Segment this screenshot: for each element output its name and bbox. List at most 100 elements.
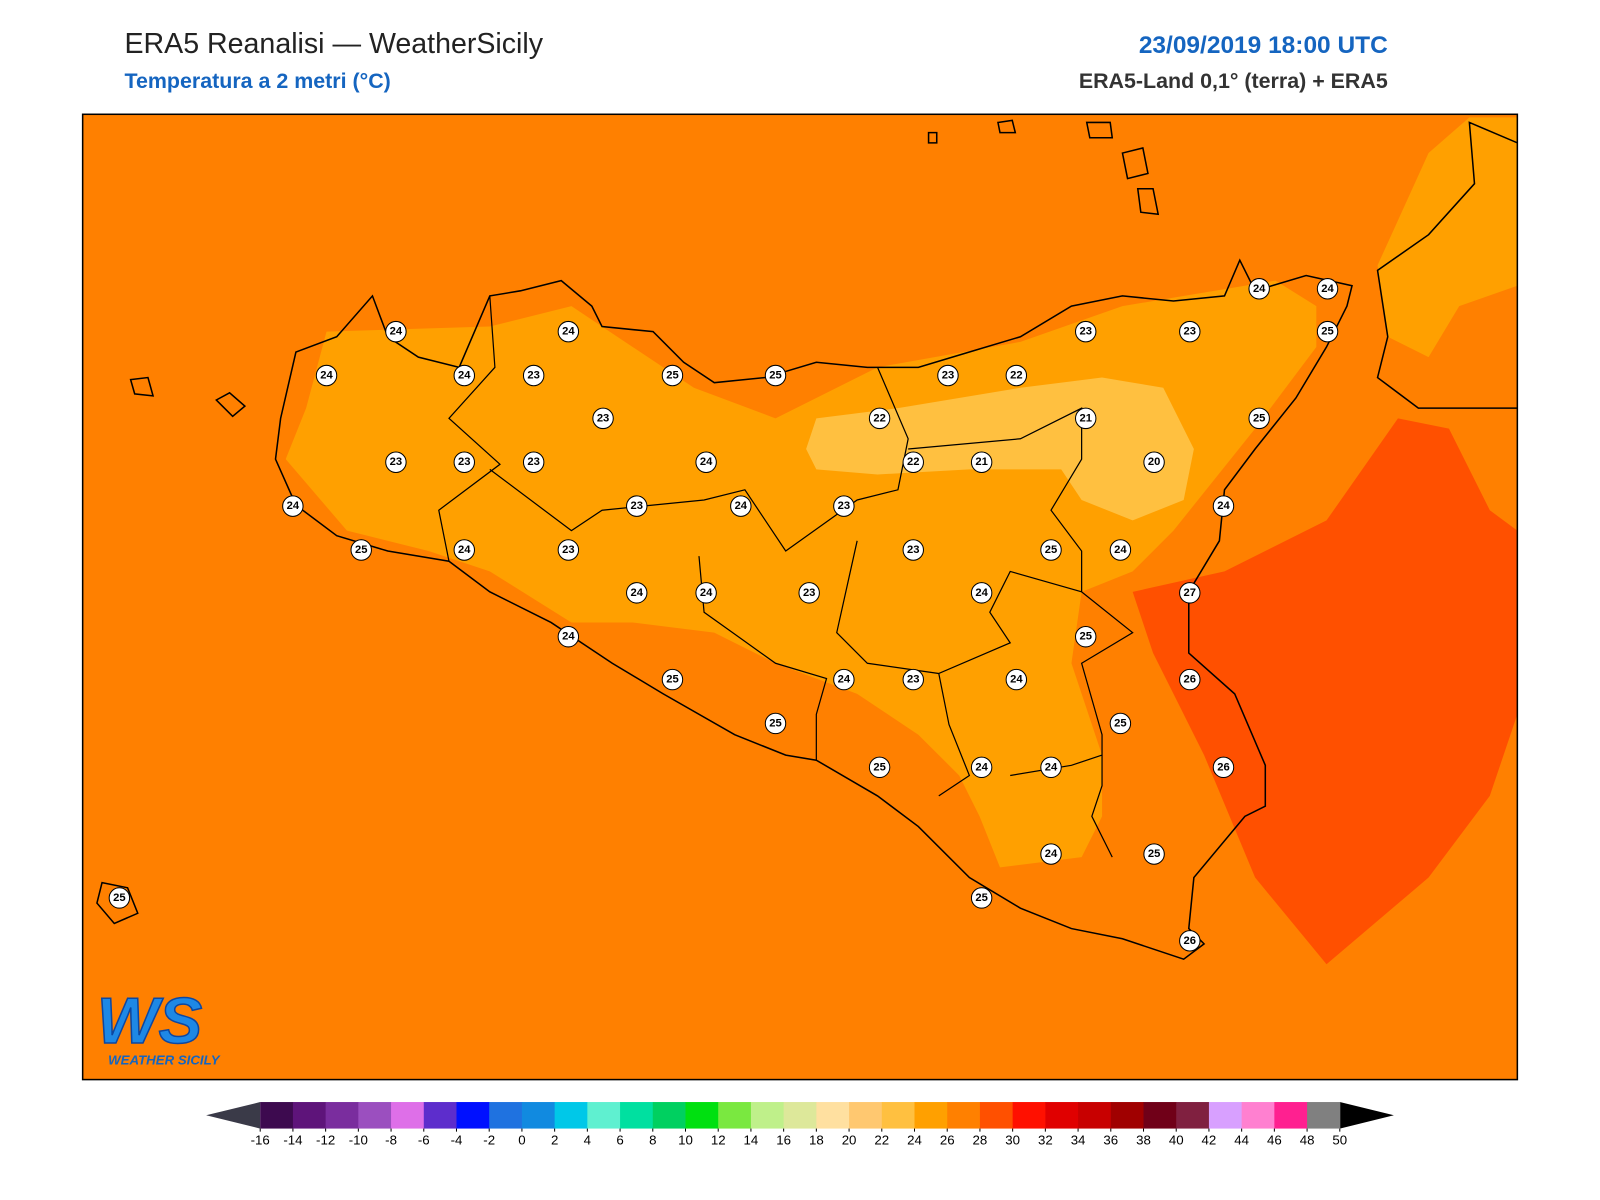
- colorbar-tick-label: 0: [518, 1132, 525, 1147]
- station: 25: [764, 712, 787, 735]
- station: 25: [1075, 626, 1097, 648]
- station: 24: [1316, 278, 1339, 300]
- station-marker: [1005, 668, 1028, 691]
- station: 26: [1179, 930, 1201, 952]
- station-marker: [385, 320, 407, 343]
- station-value: 24: [700, 587, 713, 599]
- station: 23: [1179, 320, 1201, 343]
- station: 24: [1005, 668, 1028, 691]
- station-value: 23: [907, 674, 919, 686]
- station-value: 23: [562, 544, 574, 556]
- station: 26: [1179, 668, 1201, 691]
- station-marker: [592, 407, 614, 430]
- station-marker: [1248, 278, 1270, 300]
- logo-text: WEATHER SICILY: [108, 1052, 221, 1067]
- colorbar-tick-label: 42: [1202, 1132, 1217, 1147]
- station-marker: [868, 756, 891, 779]
- station-marker: [315, 364, 338, 387]
- coastline: [274, 258, 1353, 961]
- station-marker: [1075, 320, 1097, 343]
- colorbar-tick-label: 2: [551, 1132, 558, 1147]
- station-value: 24: [287, 500, 300, 512]
- station-marker: [1248, 407, 1270, 430]
- station: 23: [833, 495, 855, 517]
- map-frame: [81, 113, 1519, 1081]
- station-marker: [1040, 756, 1062, 779]
- station: 24: [695, 582, 717, 604]
- station-value: 23: [838, 500, 850, 512]
- station-value: 25: [769, 370, 781, 382]
- station: 24: [282, 495, 304, 517]
- colorbar-tick-label: 32: [1038, 1132, 1053, 1147]
- station-value: 25: [1045, 544, 1057, 556]
- station-value: 24: [1321, 283, 1334, 295]
- colorbar-segment: [1045, 1102, 1079, 1129]
- colorbar-segment: [521, 1102, 556, 1129]
- station-value: 26: [1184, 935, 1196, 947]
- station-value: 25: [666, 674, 678, 686]
- colorbar-segment: [456, 1102, 490, 1129]
- colorbar-segment: [947, 1102, 981, 1129]
- colorbar-segment: [750, 1102, 785, 1129]
- station-value: 25: [873, 761, 885, 773]
- station-value: 24: [735, 500, 748, 512]
- station-marker: [902, 668, 924, 691]
- colorbar-tick-label: 24: [907, 1132, 922, 1147]
- station-value: 21: [1079, 412, 1091, 424]
- station-marker: [970, 582, 993, 604]
- station: 23: [522, 364, 545, 387]
- station-value: 24: [975, 587, 988, 599]
- station-value: 24: [1253, 283, 1266, 295]
- colorbar-segment: [1176, 1102, 1210, 1129]
- colorbar-segment: [325, 1102, 359, 1129]
- colorbar-tick-label: 28: [973, 1132, 988, 1147]
- station-marker: [937, 364, 959, 387]
- title: ERA5 Reanalisi — WeatherSicily: [124, 28, 543, 60]
- colorbar-tick-label: -4: [451, 1132, 463, 1147]
- field-band: [1377, 117, 1518, 358]
- station-value: 23: [803, 587, 815, 599]
- station-marker: [1179, 930, 1201, 952]
- colorbar-tick-label: -8: [385, 1132, 397, 1147]
- station-value: 27: [1184, 587, 1196, 599]
- station-value: 25: [113, 892, 125, 904]
- colorbar-segment: [292, 1102, 327, 1129]
- colorbar-tick-label: 26: [940, 1132, 955, 1147]
- station: 24: [970, 582, 993, 604]
- station-marker: [282, 495, 304, 517]
- station-value: 24: [1217, 500, 1230, 512]
- station-value: 25: [1253, 412, 1265, 424]
- station-marker: [661, 668, 684, 691]
- station: 25: [970, 887, 993, 909]
- station: 25: [1248, 407, 1270, 430]
- station-value: 24: [630, 587, 643, 599]
- station-marker: [557, 626, 580, 648]
- station-marker: [453, 364, 475, 387]
- colorbar-tick-label: 12: [711, 1132, 726, 1147]
- station-marker: [970, 887, 993, 909]
- station-marker: [557, 320, 580, 343]
- colorbar-segment: [1307, 1102, 1341, 1129]
- station-marker: [1316, 278, 1339, 300]
- station-value: 25: [769, 717, 781, 729]
- colorbar-segment: [423, 1102, 458, 1129]
- colorbar-tick-label: 6: [616, 1132, 623, 1147]
- colorbar-segment: [1143, 1102, 1177, 1129]
- station-marker: [730, 495, 752, 517]
- station-marker: [350, 539, 372, 561]
- station: 24: [557, 626, 580, 648]
- colorbar-segment: [881, 1102, 916, 1129]
- station-marker: [1212, 756, 1235, 779]
- coastline: [96, 119, 1518, 925]
- station-value: 23: [527, 370, 539, 382]
- station-value: 24: [458, 544, 471, 556]
- province-border: [438, 295, 1134, 858]
- station-value: 23: [390, 456, 402, 468]
- colorbar-tick-label: 44: [1234, 1132, 1249, 1147]
- datetime: 23/09/2019 18:00 UTC: [1139, 32, 1388, 59]
- colorbar-segment: [620, 1102, 654, 1129]
- station-marker: [833, 495, 855, 517]
- station-value: 24: [700, 456, 713, 468]
